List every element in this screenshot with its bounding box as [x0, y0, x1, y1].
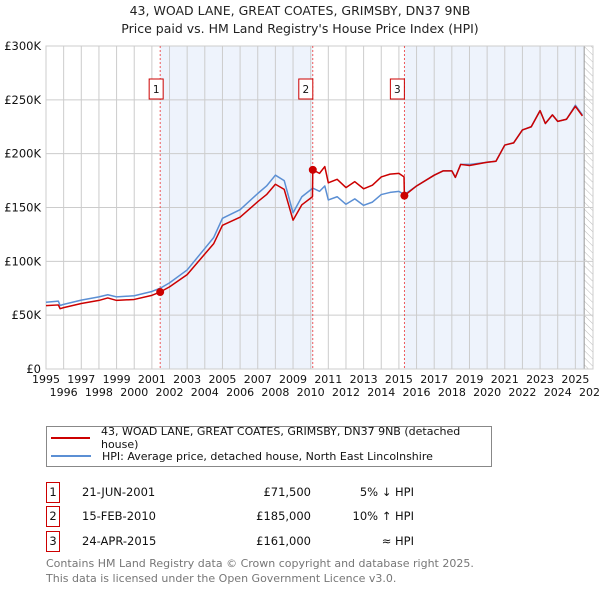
- x-tick-label: 2008: [261, 386, 289, 399]
- x-tick-label: 1995: [32, 373, 60, 386]
- x-tick-label: 2004: [191, 386, 219, 399]
- x-tick-label: 2009: [279, 373, 307, 386]
- plot-border: [45, 45, 594, 370]
- x-tick-label: 2018: [438, 386, 466, 399]
- y-tick-label: £100K: [4, 254, 41, 268]
- legend-item-property: 43, WOAD LANE, GREAT COATES, GRIMSBY, DN…: [51, 425, 491, 451]
- x-tick-label: 2012: [332, 386, 360, 399]
- chart-subtitle: Price paid vs. HM Land Registry's House …: [121, 21, 479, 36]
- sale-marker-badge: 2: [46, 506, 60, 527]
- sale-row: 3 24-APR-2015 £161,000 ≈ HPI: [46, 531, 414, 553]
- sale-price: £185,000: [256, 509, 311, 523]
- footer-licence: This data is licensed under the Open Gov…: [46, 572, 397, 585]
- x-tick-label: 2019: [455, 373, 483, 386]
- sale-point: [156, 288, 165, 297]
- sale-price: £71,500: [263, 485, 311, 499]
- x-tick-label: 2011: [314, 373, 342, 386]
- x-tick-label: 1999: [103, 373, 131, 386]
- x-tick-label: 2016: [403, 386, 431, 399]
- x-tick-label: 2024: [544, 386, 572, 399]
- sale-hpi-relation: 5% ↓ HPI: [359, 485, 414, 499]
- legend-label: HPI: Average price, detached house, Nort…: [102, 449, 433, 463]
- x-tick-label: 2026: [579, 386, 600, 399]
- sale-label: 1: [153, 84, 160, 96]
- legend-item-hpi: HPI: Average price, detached house, Nort…: [51, 447, 433, 465]
- x-tick-label: 2025: [561, 373, 589, 386]
- y-tick-label: £50K: [12, 308, 42, 322]
- y-tick-label: £0: [26, 362, 41, 376]
- sale-point: [400, 191, 409, 200]
- x-tick-label: 1997: [67, 373, 95, 386]
- x-tick-label: 2017: [420, 373, 448, 386]
- x-tick-label: 2010: [297, 386, 325, 399]
- x-tick-label: 2022: [508, 386, 536, 399]
- legend-swatch-blue: [51, 455, 91, 457]
- sale-row: 2 15-FEB-2010 £185,000 10% ↑ HPI: [46, 506, 414, 528]
- footer-copyright: Contains HM Land Registry data © Crown c…: [46, 557, 474, 570]
- x-tick-label: 2005: [208, 373, 236, 386]
- legend-label: 43, WOAD LANE, GREAT COATES, GRIMSBY, DN…: [100, 425, 461, 451]
- x-tick-label: 2020: [473, 386, 501, 399]
- sale-label-box: [389, 78, 405, 100]
- y-tick-label: £250K: [4, 93, 41, 107]
- x-tick-label: 2007: [244, 373, 272, 386]
- property-price-line: [45, 105, 584, 310]
- sale-row: 1 21-JUN-2001 £71,500 5% ↓ HPI: [46, 482, 414, 504]
- sale-label: 2: [302, 84, 309, 96]
- x-tick-label: 2000: [120, 386, 148, 399]
- x-tick-label: 2014: [367, 386, 395, 399]
- legend-swatch-red: [51, 437, 90, 439]
- sale-marker-badge: 3: [46, 531, 60, 552]
- y-tick-label: £150K: [4, 201, 41, 215]
- x-tick-label: 1996: [50, 386, 78, 399]
- sale-date: 21-JUN-2001: [82, 485, 156, 499]
- sale-point: [308, 165, 317, 174]
- sale-marker-badge: 1: [46, 482, 60, 503]
- sale-label-box: [148, 78, 164, 100]
- x-tick-label: 2015: [385, 373, 413, 386]
- chart-title: 43, WOAD LANE, GREAT COATES, GRIMSBY, DN…: [129, 3, 471, 18]
- legend: 43, WOAD LANE, GREAT COATES, GRIMSBY, DN…: [46, 425, 492, 467]
- x-tick-label: 2003: [173, 373, 201, 386]
- y-tick-label: £200K: [4, 147, 41, 161]
- sale-label: 3: [394, 84, 401, 96]
- x-tick-label: 2002: [156, 386, 184, 399]
- y-tick-label: £300K: [4, 39, 41, 53]
- price-chart: 1995199619971998199920002001200220032004…: [4, 39, 600, 399]
- x-tick-label: 2001: [138, 373, 166, 386]
- sale-price: £161,000: [256, 534, 311, 548]
- sale-hpi-relation: 10% ↑ HPI: [352, 509, 414, 523]
- x-tick-label: 1998: [85, 386, 113, 399]
- sale-date: 15-FEB-2010: [82, 509, 156, 523]
- x-tick-label: 2023: [526, 373, 554, 386]
- sale-date: 24-APR-2015: [82, 534, 157, 548]
- x-tick-label: 2006: [226, 386, 254, 399]
- sale-label-box: [298, 78, 314, 100]
- x-tick-label: 2021: [491, 373, 519, 386]
- x-tick-label: 2013: [350, 373, 378, 386]
- sale-hpi-relation: ≈ HPI: [381, 534, 414, 548]
